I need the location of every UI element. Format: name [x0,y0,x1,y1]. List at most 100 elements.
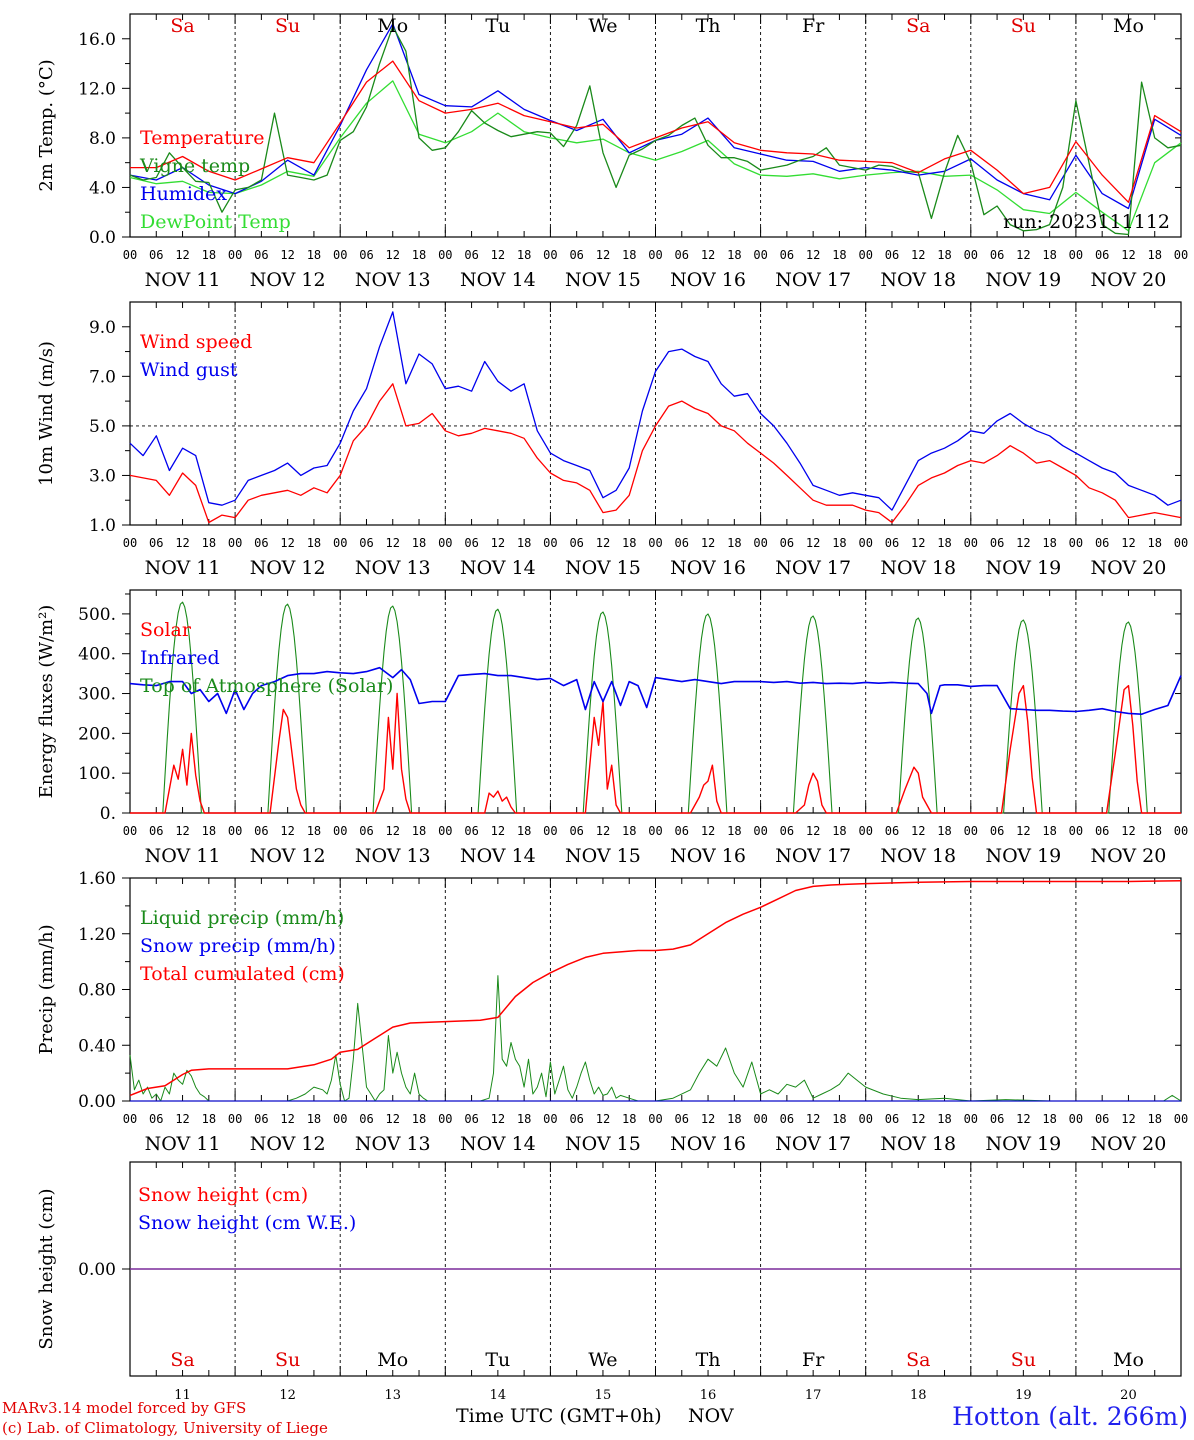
hour-label: 18 [202,824,216,838]
hour-label: 06 [990,536,1004,550]
date-label: NOV 17 [775,1133,851,1155]
hour-label: 12 [806,1112,820,1126]
date-label: NOV 20 [1091,845,1167,867]
date-label: NOV 13 [355,269,431,291]
y-axis-label: 2m Temp. (°C) [36,59,57,191]
hour-label: 18 [832,536,846,550]
date-label: NOV 18 [880,845,956,867]
hour-label: 06 [254,824,268,838]
day-name: Su [275,15,300,37]
hour-label: 06 [1095,248,1109,262]
hour-label: 18 [517,536,531,550]
hour-label: 12 [806,536,820,550]
hour-label: 00 [438,536,452,550]
hour-label: 18 [832,824,846,838]
day-name: Fr [802,15,825,37]
date-label: NOV 15 [565,269,641,291]
hour-label: 12 [491,536,505,550]
hour-label: 00 [964,1112,978,1126]
station-label: Hotton (alt. 266m) [952,1402,1188,1431]
y-tick-label: 100. [78,764,116,784]
hour-label: 00 [228,248,242,262]
day-name: Sa [906,15,930,37]
hour-label: 18 [307,824,321,838]
hour-label: 06 [149,248,163,262]
hour-label: 12 [386,536,400,550]
y-tick-label: 400. [78,645,116,665]
hour-label: 06 [569,536,583,550]
y-axis-label: Energy fluxes (W/m²) [36,605,57,799]
hour-label: 00 [753,248,767,262]
date-label: NOV 11 [145,557,221,579]
hour-label: 06 [780,536,794,550]
day-name: Sa [170,15,194,37]
date-label: NOV 14 [460,557,536,579]
hour-label: 00 [543,824,557,838]
hour-label: 00 [648,1112,662,1126]
date-label: NOV 19 [985,557,1061,579]
day-number: 14 [490,1388,507,1403]
day-name: Su [1011,1349,1036,1371]
date-label: NOV 17 [775,845,851,867]
hour-label: 18 [202,536,216,550]
hour-label: 18 [622,536,636,550]
date-label: NOV 19 [985,845,1061,867]
date-label: NOV 13 [355,845,431,867]
hour-label: 06 [464,824,478,838]
hour-label: 06 [254,1112,268,1126]
hour-label: 12 [280,824,294,838]
hour-label: 18 [1042,536,1056,550]
hour-label: 18 [937,536,951,550]
hour-label: 12 [1121,1112,1135,1126]
hour-label: 12 [911,248,925,262]
hour-label: 06 [149,536,163,550]
hour-label: 00 [753,536,767,550]
y-axis-label: Precip (mm/h) [36,924,57,1054]
day-name: Mo [1113,15,1144,37]
date-label: NOV 15 [565,557,641,579]
x-axis-title-text: Time UTC (GMT+0h) [456,1405,662,1427]
legend-entry: Temperature [140,127,264,149]
day-name: Sa [906,1349,930,1371]
hour-label: 18 [1042,248,1056,262]
date-label: NOV 20 [1091,557,1167,579]
hour-label: 00 [1174,248,1188,262]
hour-label: 18 [937,1112,951,1126]
date-label: NOV 16 [670,1133,746,1155]
date-label: NOV 12 [250,269,326,291]
date-label: NOV 14 [460,269,536,291]
day-name: Mo [1113,1349,1144,1371]
legend-entry: Wind gust [140,359,238,381]
date-label: NOV 14 [460,1133,536,1155]
x-axis-title: Time UTC (GMT+0h) [456,1405,662,1427]
hour-label: 18 [307,1112,321,1126]
series-line [129,80,1182,232]
y-tick-label: 7.0 [89,367,116,387]
hour-label: 12 [701,824,715,838]
hour-label: 18 [937,248,951,262]
hour-label: 12 [386,1112,400,1126]
hour-label: 12 [1016,248,1030,262]
day-name: Tu [485,1349,510,1371]
hour-label: 06 [675,536,689,550]
hour-label: 00 [228,1112,242,1126]
date-label: NOV 14 [460,845,536,867]
series-line [130,684,1181,814]
hour-label: 06 [359,824,373,838]
panel-frame [129,589,1182,814]
day-name: Tu [485,15,510,37]
hour-label: 06 [359,248,373,262]
hour-label: 00 [543,536,557,550]
hour-label: 18 [517,824,531,838]
date-label: NOV 16 [670,845,746,867]
hour-label: 00 [543,248,557,262]
y-tick-label: 9.0 [89,318,116,338]
day-name: Fr [802,1349,825,1371]
hour-label: 12 [280,1112,294,1126]
series-line [129,311,1182,511]
y-axis-label: 10m Wind (m/s) [36,341,57,486]
hour-label: 00 [1174,536,1188,550]
hour-label: 00 [438,1112,452,1126]
hour-label: 06 [885,536,899,550]
